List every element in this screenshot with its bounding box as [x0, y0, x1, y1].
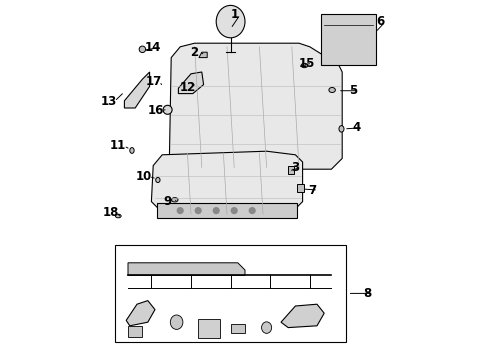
Text: 12: 12 [179, 81, 196, 94]
Circle shape [249, 208, 255, 213]
Bar [288, 166, 294, 174]
Polygon shape [128, 263, 245, 275]
Circle shape [213, 208, 219, 213]
Text: 7: 7 [309, 184, 317, 197]
Polygon shape [199, 52, 207, 58]
Text: 8: 8 [363, 287, 371, 300]
Polygon shape [281, 304, 324, 328]
Text: 17: 17 [146, 75, 162, 87]
Circle shape [177, 208, 183, 213]
Ellipse shape [116, 214, 121, 218]
Text: 16: 16 [147, 104, 164, 117]
Ellipse shape [172, 198, 178, 202]
Polygon shape [151, 151, 303, 216]
Text: 5: 5 [349, 84, 357, 97]
Text: 2: 2 [190, 46, 198, 59]
Ellipse shape [216, 5, 245, 38]
Polygon shape [124, 72, 149, 108]
Polygon shape [126, 301, 155, 326]
Bar [157, 203, 297, 218]
Bar [198, 319, 220, 338]
Circle shape [196, 208, 201, 213]
Ellipse shape [156, 177, 160, 183]
Ellipse shape [171, 315, 183, 329]
Ellipse shape [139, 46, 146, 53]
Text: 3: 3 [292, 161, 299, 174]
Ellipse shape [163, 105, 172, 114]
Ellipse shape [130, 148, 134, 153]
Bar [297, 184, 304, 192]
Text: 4: 4 [352, 121, 361, 134]
Bar [231, 324, 245, 333]
Bar [320, 14, 376, 65]
Ellipse shape [262, 322, 271, 333]
Text: 9: 9 [164, 195, 171, 208]
Ellipse shape [339, 126, 344, 132]
Text: 18: 18 [103, 206, 119, 219]
Circle shape [231, 208, 237, 213]
Text: 11: 11 [110, 139, 126, 152]
Bar [128, 326, 143, 337]
Bar [116, 245, 346, 342]
Text: 13: 13 [101, 95, 117, 108]
Ellipse shape [329, 87, 335, 93]
Text: 14: 14 [145, 41, 161, 54]
Text: 15: 15 [299, 57, 315, 70]
Ellipse shape [301, 63, 308, 68]
Polygon shape [178, 72, 204, 94]
Text: 6: 6 [376, 15, 384, 28]
Polygon shape [170, 43, 342, 169]
Text: 10: 10 [135, 170, 151, 183]
Text: 1: 1 [231, 8, 239, 21]
